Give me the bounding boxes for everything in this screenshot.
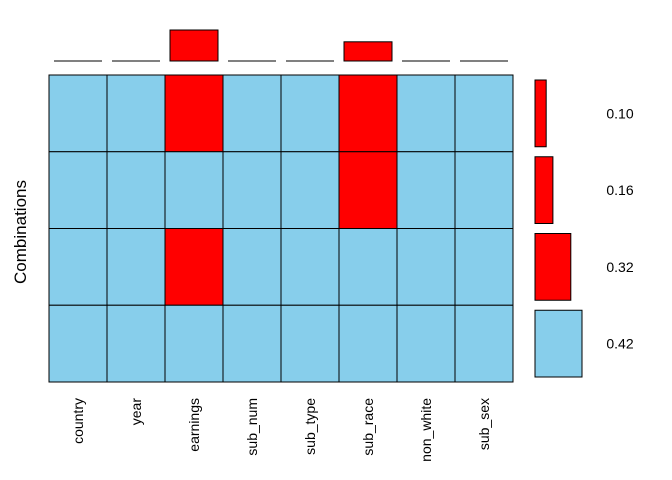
combination-frequency-bar	[534, 309, 583, 378]
combination-frequency-label: 0.32	[606, 259, 633, 275]
grid-cell	[396, 74, 456, 153]
grid-cell	[454, 228, 514, 306]
combination-frequency-labels: 0.10 0.16 0.32 0.42	[606, 105, 633, 351]
grid-cell	[396, 304, 456, 383]
combination-frequency-label: 0.10	[606, 105, 633, 121]
grid-cell	[106, 151, 166, 229]
variable-label: sub_type	[302, 398, 318, 455]
grid-cell	[48, 151, 108, 229]
grid-cell	[164, 74, 224, 153]
variable-missing-bar	[169, 29, 219, 62]
variable-label: sub_num	[244, 398, 260, 456]
grid-cell	[338, 304, 398, 383]
combination-frequency-label: 0.42	[606, 336, 633, 352]
grid-cell	[280, 304, 340, 383]
combination-frequency-label: 0.16	[606, 182, 633, 198]
grid-cell	[454, 151, 514, 229]
variable-label: sub_race	[360, 398, 376, 456]
variable-label: year	[128, 398, 144, 426]
combination-frequency-bar	[534, 79, 547, 148]
combination-frequency-bar	[534, 233, 572, 301]
grid-cell	[48, 304, 108, 383]
variable-label: non_white	[418, 398, 434, 462]
combination-frequency-bars	[534, 79, 583, 378]
grid-cell	[338, 151, 398, 229]
grid-cell	[106, 228, 166, 306]
variable-label: earnings	[186, 398, 202, 452]
grid-cell	[48, 228, 108, 306]
grid-cell	[396, 151, 456, 229]
grid-cell	[106, 304, 166, 383]
grid-cell	[454, 74, 514, 153]
grid-cell	[222, 74, 282, 153]
y-axis-label: Combinations	[11, 180, 30, 284]
variable-label: sub_sex	[476, 398, 492, 450]
combination-frequency-bar	[534, 156, 554, 224]
grid-cell	[106, 74, 166, 153]
grid-cell	[222, 304, 282, 383]
variable-missing-bars	[54, 29, 508, 62]
grid-cell	[454, 304, 514, 383]
grid-cell	[164, 228, 224, 306]
grid-cell	[222, 151, 282, 229]
grid-cell	[280, 74, 340, 153]
grid-cell	[396, 228, 456, 306]
grid-cell	[338, 74, 398, 153]
grid-cell	[164, 304, 224, 383]
grid-cell	[338, 228, 398, 306]
grid-cell	[164, 151, 224, 229]
combination-grid	[48, 74, 514, 383]
grid-cell	[280, 228, 340, 306]
variable-labels: country year earnings sub_num sub_type sub_ra…	[70, 398, 492, 462]
grid-cell	[48, 74, 108, 153]
variable-label: country	[70, 398, 86, 444]
grid-cell	[222, 228, 282, 306]
grid-cell	[280, 151, 340, 229]
variable-missing-bar	[343, 41, 393, 62]
